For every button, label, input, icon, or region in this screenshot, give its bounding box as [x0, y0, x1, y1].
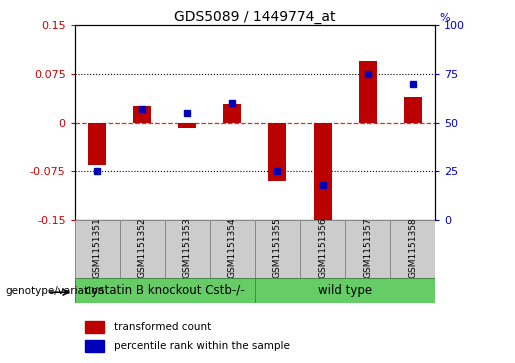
Bar [345, 220, 390, 278]
Bar [85, 321, 104, 333]
Text: GSM1151353: GSM1151353 [183, 217, 192, 278]
Bar [255, 278, 435, 303]
Bar [75, 278, 255, 303]
Bar [268, 122, 286, 181]
Bar [255, 220, 300, 278]
Text: genotype/variation: genotype/variation [5, 286, 104, 297]
Text: GSM1151357: GSM1151357 [363, 217, 372, 278]
Bar [404, 97, 422, 122]
Text: GSM1151356: GSM1151356 [318, 217, 327, 278]
Bar [224, 105, 242, 122]
Bar [178, 122, 196, 128]
Bar [133, 106, 151, 122]
Bar [165, 220, 210, 278]
Text: wild type: wild type [318, 284, 372, 297]
Bar [210, 220, 255, 278]
Text: GSM1151352: GSM1151352 [138, 217, 147, 278]
Text: %: % [439, 13, 450, 23]
Text: GSM1151358: GSM1151358 [408, 217, 417, 278]
Bar [75, 220, 119, 278]
Text: transformed count: transformed count [114, 322, 212, 331]
Text: GSM1151354: GSM1151354 [228, 217, 237, 278]
Text: cystatin B knockout Cstb-/-: cystatin B knockout Cstb-/- [85, 284, 245, 297]
Bar [358, 61, 376, 122]
Bar [314, 122, 332, 223]
Bar [85, 340, 104, 352]
Bar [119, 220, 165, 278]
Text: GSM1151355: GSM1151355 [273, 217, 282, 278]
Bar [88, 122, 106, 164]
Bar [390, 220, 435, 278]
Text: percentile rank within the sample: percentile rank within the sample [114, 341, 290, 351]
Bar [300, 220, 345, 278]
Text: GSM1151351: GSM1151351 [93, 217, 101, 278]
Title: GDS5089 / 1449774_at: GDS5089 / 1449774_at [174, 11, 336, 24]
